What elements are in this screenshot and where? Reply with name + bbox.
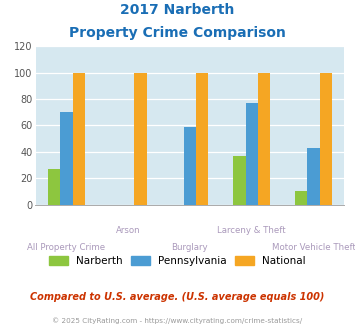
- Bar: [320, 73, 332, 205]
- Bar: [72, 73, 85, 205]
- Bar: [307, 148, 320, 205]
- Bar: [196, 73, 208, 205]
- Text: All Property Crime: All Property Crime: [27, 243, 105, 251]
- Bar: [48, 169, 60, 205]
- Text: Burglary: Burglary: [171, 243, 208, 251]
- Text: Larceny & Theft: Larceny & Theft: [217, 226, 286, 235]
- Text: 2017 Narberth: 2017 Narberth: [120, 3, 235, 17]
- Bar: [246, 103, 258, 205]
- Text: Arson: Arson: [116, 226, 141, 235]
- Bar: [184, 127, 196, 205]
- Bar: [60, 112, 72, 205]
- Bar: [295, 191, 307, 205]
- Legend: Narberth, Pennsylvania, National: Narberth, Pennsylvania, National: [45, 252, 310, 270]
- Bar: [233, 156, 246, 205]
- Bar: [134, 73, 147, 205]
- Text: Motor Vehicle Theft: Motor Vehicle Theft: [272, 243, 355, 251]
- Text: Compared to U.S. average. (U.S. average equals 100): Compared to U.S. average. (U.S. average …: [30, 292, 325, 302]
- Text: © 2025 CityRating.com - https://www.cityrating.com/crime-statistics/: © 2025 CityRating.com - https://www.city…: [53, 317, 302, 324]
- Text: Property Crime Comparison: Property Crime Comparison: [69, 26, 286, 40]
- Bar: [258, 73, 270, 205]
